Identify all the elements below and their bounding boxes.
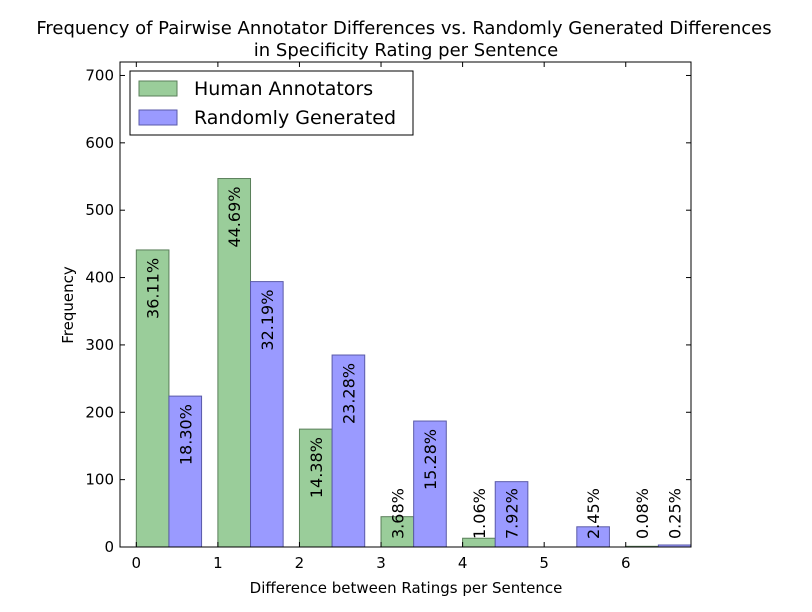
data-label-random-5: 2.45% xyxy=(584,488,603,539)
x-tick-label-3: 3 xyxy=(376,554,386,572)
x-tick-label-5: 5 xyxy=(539,554,549,572)
data-label-random-1: 32.19% xyxy=(258,290,277,351)
data-label-random-2: 23.28% xyxy=(339,363,358,424)
bar-human-2 xyxy=(298,428,333,548)
data-label-human-0: 36.11% xyxy=(144,258,163,319)
legend-label-random: Randomly Generated xyxy=(194,107,396,129)
chart-title-line1: Frequency of Pairwise Annotator Differen… xyxy=(36,18,771,39)
data-label-random-6: 0.25% xyxy=(666,488,685,539)
data-label-random-4: 7.92% xyxy=(503,488,522,539)
data-label-human-4: 1.06% xyxy=(470,488,489,539)
x-tick-label-6: 6 xyxy=(621,554,631,572)
data-label-human-3: 3.68% xyxy=(388,488,407,539)
bar-random-0 xyxy=(168,395,203,548)
y-tick-label-700: 700 xyxy=(85,66,114,84)
x-tick-label-0: 0 xyxy=(132,554,142,572)
legend-swatch-human xyxy=(138,80,178,97)
x-axis-label: Difference between Ratings per Sentence xyxy=(250,579,563,597)
plot-frame xyxy=(119,61,692,548)
data-label-random-0: 18.30% xyxy=(176,404,195,465)
x-tick-label-2: 2 xyxy=(295,554,305,572)
y-tick-label-400: 400 xyxy=(85,269,114,287)
bar-random-1 xyxy=(250,281,284,548)
bar-human-0 xyxy=(135,249,170,548)
y-axis-label: Frequency xyxy=(59,266,77,344)
data-label-human-6: 0.08% xyxy=(633,488,652,539)
chart-title-line2: in Specificity Rating per Sentence xyxy=(254,40,558,61)
bar-random-4 xyxy=(494,481,529,548)
y-tick-label-500: 500 xyxy=(85,201,114,219)
legend: Human Annotators Randomly Generated xyxy=(129,70,414,136)
y-tick-label-600: 600 xyxy=(85,134,114,152)
x-tick-label-4: 4 xyxy=(458,554,468,572)
y-tick-label-0: 0 xyxy=(104,538,114,556)
x-tick-label-1: 1 xyxy=(213,554,223,572)
data-label-human-2: 14.38% xyxy=(307,437,326,498)
y-tick-label-100: 100 xyxy=(85,471,114,489)
bar-human-1 xyxy=(217,178,252,548)
legend-swatch-random xyxy=(138,109,178,126)
y-tick-label-300: 300 xyxy=(85,336,114,354)
data-label-human-1: 44.69% xyxy=(225,187,244,248)
y-tick-label-200: 200 xyxy=(85,403,114,421)
legend-label-human: Human Annotators xyxy=(194,78,373,100)
data-label-random-3: 15.28% xyxy=(421,429,440,490)
